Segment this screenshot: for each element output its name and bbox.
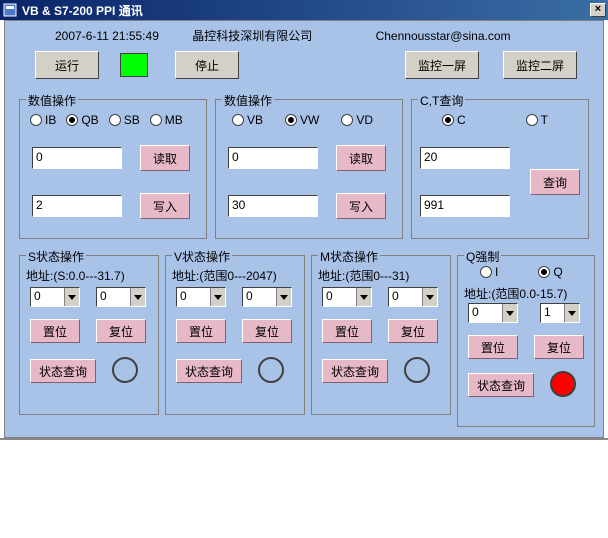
g1-read-button[interactable]: 读取 bbox=[140, 145, 190, 171]
g1-write-input[interactable]: 2 bbox=[32, 195, 122, 217]
stop-button[interactable]: 停止 bbox=[175, 51, 239, 79]
g1-write-button[interactable]: 写入 bbox=[140, 193, 190, 219]
radio-qb[interactable]: QB bbox=[66, 113, 98, 127]
v-addr-label: 地址:(范围0---2047) bbox=[172, 267, 277, 284]
radio-i[interactable]: I bbox=[480, 265, 498, 279]
chevron-down-icon bbox=[356, 288, 371, 306]
run-button[interactable]: 运行 bbox=[35, 51, 99, 79]
g3-val2-input[interactable]: 991 bbox=[420, 195, 510, 217]
v-addr2[interactable]: 0 bbox=[242, 287, 292, 307]
s-set-button[interactable]: 置位 bbox=[30, 319, 80, 343]
separator-line bbox=[0, 438, 608, 440]
s-reset-button[interactable]: 复位 bbox=[96, 319, 146, 343]
window-title: VB & S7-200 PPI 通讯 bbox=[22, 2, 590, 19]
radio-c[interactable]: C bbox=[442, 113, 466, 127]
m-title: M状态操作 bbox=[318, 248, 380, 265]
g3-val1-input[interactable]: 20 bbox=[420, 147, 510, 169]
s-status-indicator bbox=[112, 357, 138, 383]
chevron-down-icon bbox=[502, 304, 517, 322]
m-status-indicator bbox=[404, 357, 430, 383]
timestamp: 2007-6-11 21:55:49 bbox=[55, 29, 159, 43]
company-label: 晶控科技深圳有限公司 bbox=[192, 27, 312, 44]
radio-q[interactable]: Q bbox=[538, 265, 562, 279]
group-m: M状态操作 地址:(范围0---31) 0 0 置位 复位 状态查询 bbox=[311, 255, 451, 415]
chevron-down-icon bbox=[130, 288, 145, 306]
q-addr-label: 地址:(范围0.0-15.7) bbox=[464, 285, 567, 302]
g2-write-input[interactable]: 30 bbox=[228, 195, 318, 217]
chevron-down-icon bbox=[564, 304, 579, 322]
q-addr1[interactable]: 0 bbox=[468, 303, 518, 323]
chevron-down-icon bbox=[276, 288, 291, 306]
group-numeric-1: 数值操作 IB QB SB MB 0 读取 2 写入 bbox=[19, 99, 207, 239]
m-addr1[interactable]: 0 bbox=[322, 287, 372, 307]
radio-vb[interactable]: VB bbox=[232, 113, 263, 127]
app-icon bbox=[2, 2, 18, 18]
s-title: S状态操作 bbox=[26, 248, 86, 265]
monitor1-button[interactable]: 监控一屏 bbox=[405, 51, 479, 79]
m-addr2[interactable]: 0 bbox=[388, 287, 438, 307]
q-reset-button[interactable]: 复位 bbox=[534, 335, 584, 359]
g1-read-input[interactable]: 0 bbox=[32, 147, 122, 169]
g2-read-button[interactable]: 读取 bbox=[336, 145, 386, 171]
q-addr2[interactable]: 1 bbox=[540, 303, 580, 323]
chevron-down-icon bbox=[64, 288, 79, 306]
radio-sb[interactable]: SB bbox=[109, 113, 140, 127]
chevron-down-icon bbox=[210, 288, 225, 306]
group-numeric-2: 数值操作 VB VW VD 0 读取 30 写入 bbox=[215, 99, 403, 239]
m-reset-button[interactable]: 复位 bbox=[388, 319, 438, 343]
client-area: 2007-6-11 21:55:49 晶控科技深圳有限公司 Chennousst… bbox=[4, 20, 604, 438]
radio-vd[interactable]: VD bbox=[341, 113, 373, 127]
g3-query-button[interactable]: 查询 bbox=[530, 169, 580, 195]
s-query-button[interactable]: 状态查询 bbox=[30, 359, 96, 383]
email-label: Chennousstar@sina.com bbox=[376, 29, 511, 43]
radio-t[interactable]: T bbox=[526, 113, 548, 127]
group-v: V状态操作 地址:(范围0---2047) 0 0 置位 复位 状态查询 bbox=[165, 255, 305, 415]
group-s: S状态操作 地址:(S:0.0---31.7) 0 0 置位 复位 状态查询 bbox=[19, 255, 159, 415]
q-status-indicator bbox=[550, 371, 576, 397]
group2-title: 数值操作 bbox=[222, 92, 274, 109]
q-query-button[interactable]: 状态查询 bbox=[468, 373, 534, 397]
radio-mb[interactable]: MB bbox=[150, 113, 183, 127]
q-title: Q强制 bbox=[464, 248, 501, 265]
chevron-down-icon bbox=[422, 288, 437, 306]
v-addr1[interactable]: 0 bbox=[176, 287, 226, 307]
v-title: V状态操作 bbox=[172, 248, 232, 265]
q-set-button[interactable]: 置位 bbox=[468, 335, 518, 359]
g2-read-input[interactable]: 0 bbox=[228, 147, 318, 169]
m-query-button[interactable]: 状态查询 bbox=[322, 359, 388, 383]
g2-write-button[interactable]: 写入 bbox=[336, 193, 386, 219]
v-status-indicator bbox=[258, 357, 284, 383]
group1-title: 数值操作 bbox=[26, 92, 78, 109]
s-addr2[interactable]: 0 bbox=[96, 287, 146, 307]
m-addr-label: 地址:(范围0---31) bbox=[318, 267, 409, 284]
close-button[interactable]: × bbox=[590, 3, 606, 17]
run-indicator bbox=[120, 53, 148, 77]
titlebar: VB & S7-200 PPI 通讯 × bbox=[0, 0, 608, 20]
v-query-button[interactable]: 状态查询 bbox=[176, 359, 242, 383]
group-q: Q强制 I Q 地址:(范围0.0-15.7) 0 1 置位 复位 状态查询 bbox=[457, 255, 595, 427]
v-set-button[interactable]: 置位 bbox=[176, 319, 226, 343]
monitor2-button[interactable]: 监控二屏 bbox=[503, 51, 577, 79]
radio-vw[interactable]: VW bbox=[285, 113, 319, 127]
s-addr1[interactable]: 0 bbox=[30, 287, 80, 307]
v-reset-button[interactable]: 复位 bbox=[242, 319, 292, 343]
s-addr-label: 地址:(S:0.0---31.7) bbox=[26, 267, 125, 284]
radio-ib[interactable]: IB bbox=[30, 113, 56, 127]
m-set-button[interactable]: 置位 bbox=[322, 319, 372, 343]
group3-title: C,T查询 bbox=[418, 92, 465, 109]
group-ct-query: C,T查询 C T 20 查询 991 bbox=[411, 99, 589, 239]
